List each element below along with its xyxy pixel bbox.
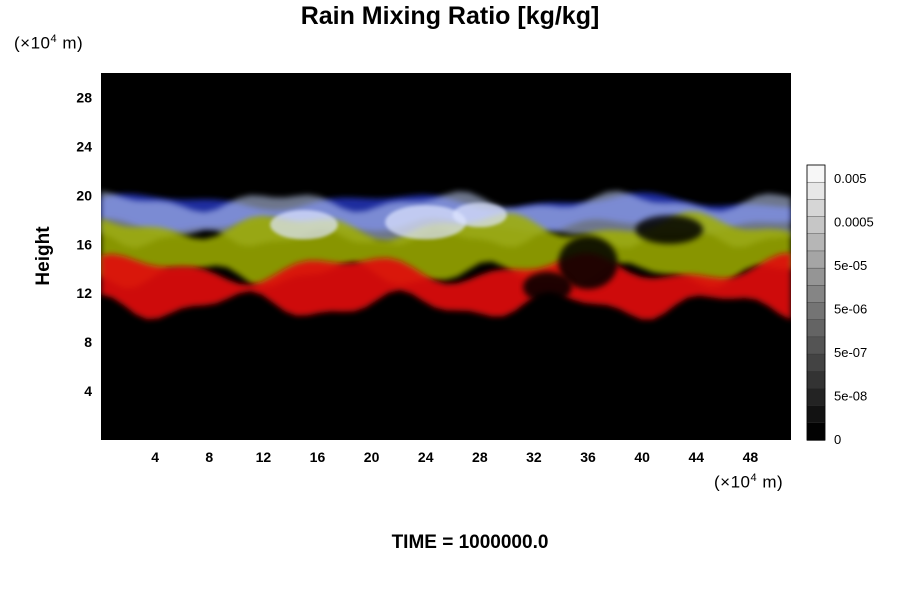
colorbar-segment <box>806 199 826 218</box>
x-tick-label: 8 <box>205 449 213 465</box>
x-tick-label: 32 <box>526 449 542 465</box>
colorbar-segment <box>806 216 826 235</box>
x-tick-label: 16 <box>310 449 326 465</box>
colorbar-frame <box>806 164 826 441</box>
colorbar-tick-label: 5e-07 <box>834 345 867 360</box>
colorbar-segment <box>806 422 826 441</box>
layer-red <box>101 252 791 320</box>
colorbar-tick-label: 5e-06 <box>834 302 867 317</box>
pale-blob <box>452 202 507 228</box>
y-axis-unit: (×104 m) <box>14 33 84 53</box>
y-tick-label: 20 <box>76 187 92 203</box>
colorbar-tick-label: 5e-08 <box>834 389 867 404</box>
y-tick-label: 8 <box>84 334 92 350</box>
x-tick-label: 12 <box>256 449 272 465</box>
y-tick-label: 4 <box>84 383 92 399</box>
x-tick-label: 4 <box>151 449 159 465</box>
x-tick-label: 28 <box>472 449 488 465</box>
gap-patch <box>635 215 704 244</box>
y-tick-label: 12 <box>76 285 92 301</box>
colorbar-segment <box>806 405 826 424</box>
colorbar-segment <box>806 181 826 201</box>
y-tick-label: 28 <box>76 89 92 105</box>
colorbar-segment <box>806 285 826 304</box>
colorbar-tick-label: 0.005 <box>834 171 867 186</box>
x-tick-label: 20 <box>364 449 380 465</box>
colorbar-segment <box>806 353 826 372</box>
pale-blob <box>270 210 338 240</box>
colorbar-tick-label: 5e-05 <box>834 258 867 273</box>
gap-patch <box>558 236 618 290</box>
x-tick-label: 36 <box>580 449 596 465</box>
colorbar-segment <box>806 336 826 355</box>
colorbar-segment <box>806 233 826 252</box>
colorbar: 0.005 0.0005 5e-05 5e-06 5e-07 5e-08 0 <box>806 164 874 447</box>
time-label: TIME = 1000000.0 <box>391 532 549 553</box>
colorbar-segment <box>806 267 826 287</box>
x-tick-label: 24 <box>418 449 434 465</box>
x-tick-label: 48 <box>743 449 759 465</box>
colorbar-segment <box>806 302 826 321</box>
x-tick-label: 40 <box>634 449 650 465</box>
colorbar-segment <box>806 388 826 407</box>
x-axis-unit: (×104 m) <box>714 472 784 492</box>
y-tick-label: 24 <box>76 138 92 154</box>
chart-title: Rain Mixing Ratio [kg/kg] <box>300 2 600 30</box>
colorbar-tick-label: 0.0005 <box>834 215 874 230</box>
y-tick-label: 16 <box>76 236 92 252</box>
x-tick-label: 44 <box>689 449 705 465</box>
colorbar-segment <box>806 164 826 183</box>
gap-patch <box>523 271 572 303</box>
colorbar-tick-label: 0 <box>834 432 841 447</box>
heatmap-layers <box>101 190 791 320</box>
colorbar-segment <box>806 319 826 338</box>
colorbar-segment <box>806 250 826 269</box>
plot-area <box>101 73 791 440</box>
colorbar-segment <box>806 371 826 390</box>
pale-blob <box>385 205 467 240</box>
